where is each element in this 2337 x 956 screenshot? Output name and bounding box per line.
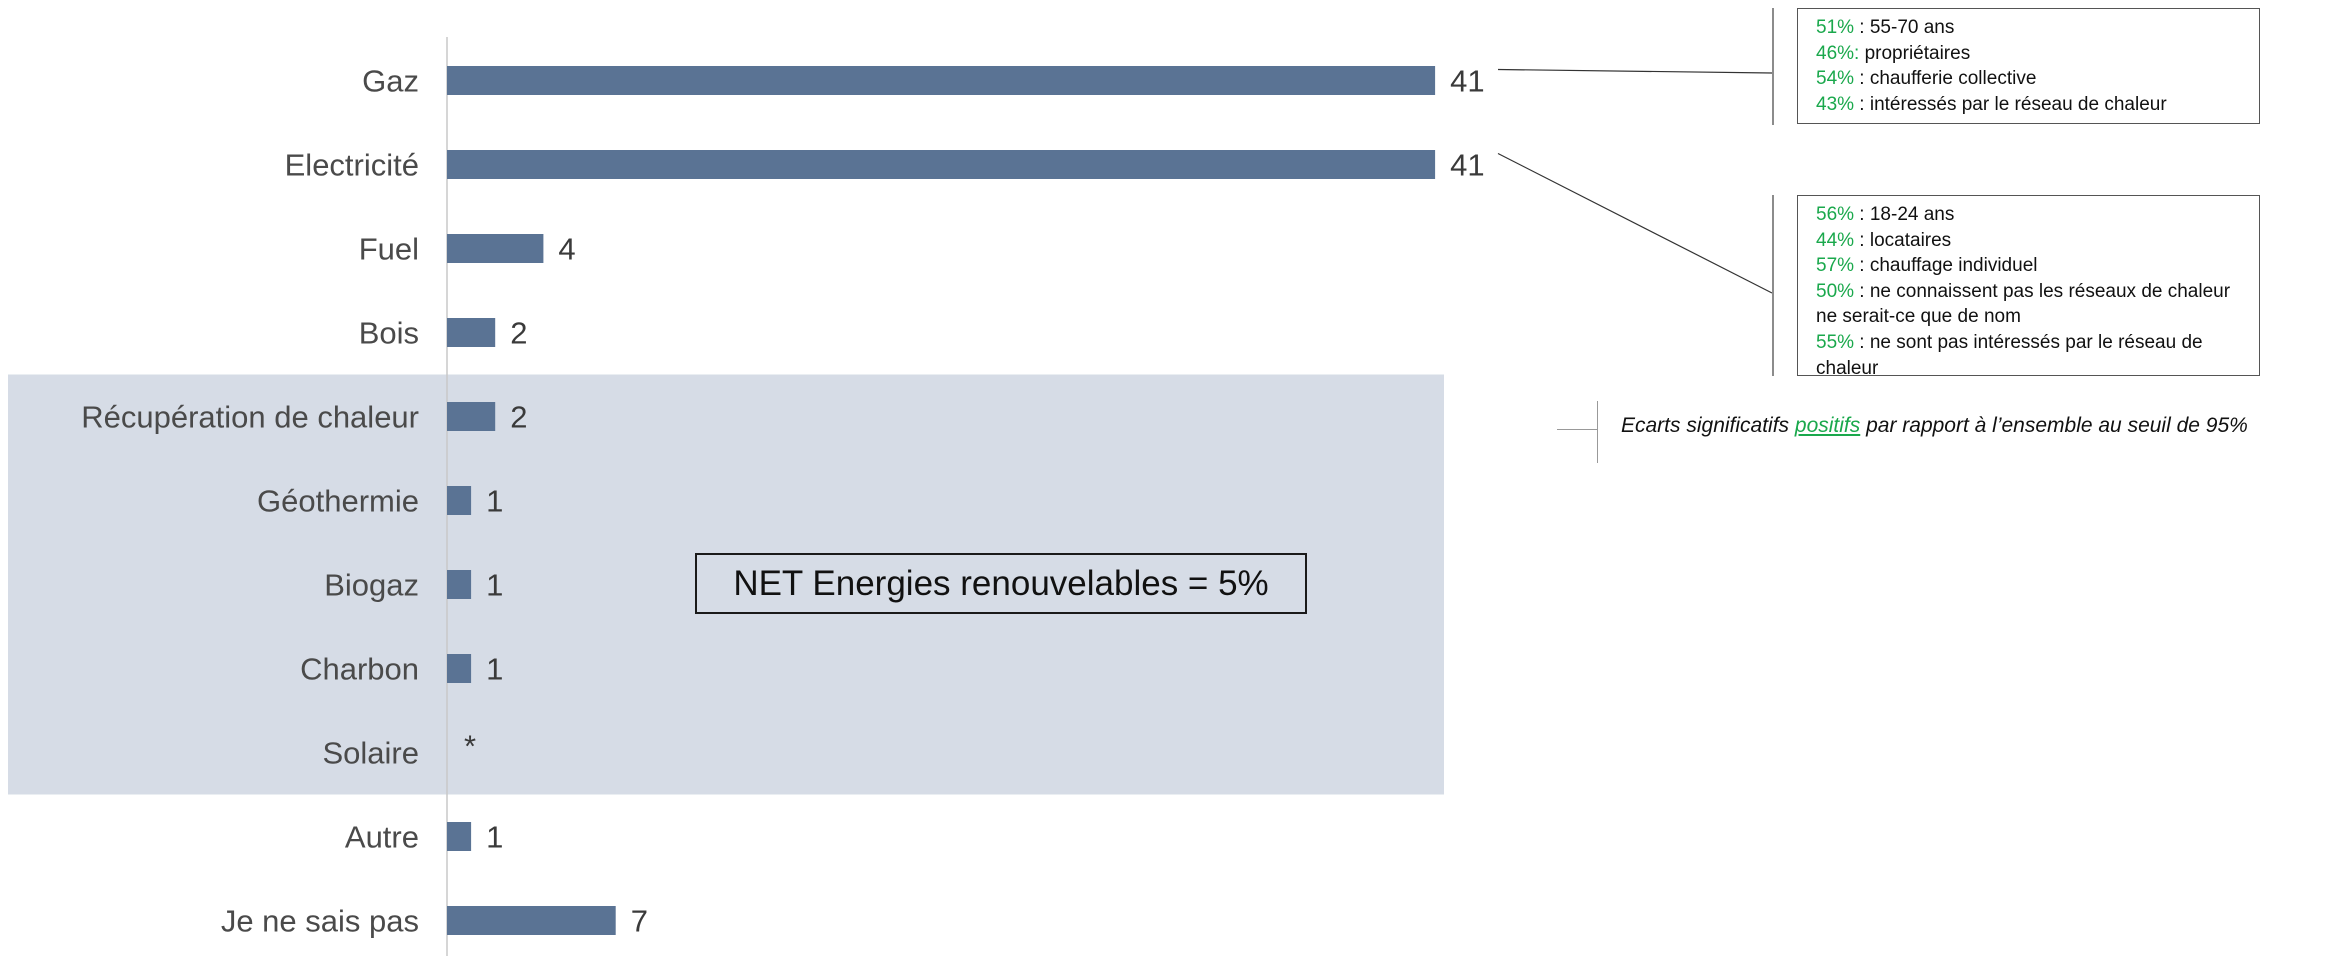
callout-line: 54% : chaufferie collective — [1816, 66, 2243, 92]
value-label: 7 — [631, 904, 648, 939]
bar — [447, 486, 472, 515]
value-label: 41 — [1450, 148, 1484, 183]
value-label: 1 — [486, 652, 503, 687]
category-label: Je ne sais pas — [221, 904, 419, 939]
category-label: Solaire — [323, 736, 420, 771]
value-label: 1 — [486, 820, 503, 855]
callout-electricite: 56% : 18-24 ans 44% : locataires 57% : cha… — [1797, 195, 2260, 379]
legend-text-before: Ecarts significatifs — [1621, 414, 1795, 437]
value-label: 4 — [558, 232, 575, 267]
callout-percent: 54% — [1816, 68, 1855, 90]
callout-connector — [1497, 68, 1773, 74]
category-label: Géothermie — [257, 484, 419, 519]
category-label: Bois — [359, 316, 419, 351]
bar — [447, 654, 472, 683]
callout-text: : ne sont pas intéressés par le réseau d… — [1816, 331, 2203, 379]
callout-percent: 43% — [1816, 93, 1855, 115]
legend-tick — [1597, 401, 1598, 463]
category-label: Fuel — [359, 232, 419, 267]
legend-text-after: par rapport à l’ensemble au seuil de 95% — [1860, 414, 2248, 437]
bar — [447, 150, 1436, 179]
renewables-highlight-band — [8, 374, 1444, 795]
callout-text: : chauffage individuel — [1854, 255, 2038, 277]
callout-line: 56% : 18-24 ans — [1816, 202, 2243, 228]
net-renewables-box: NET Energies renouvelables = 5% — [695, 553, 1307, 614]
value-label: 2 — [510, 316, 527, 351]
callout-bracket — [1772, 8, 1774, 125]
callout-text: propriétaires — [1859, 42, 1971, 64]
callout-percent: 46%: — [1816, 42, 1860, 64]
value-label: 2 — [510, 400, 527, 435]
callout-percent: 55% — [1816, 331, 1855, 353]
callout-line: 46%: propriétaires — [1816, 41, 2243, 67]
callout-percent: 50% — [1816, 280, 1855, 302]
callout-percent: 56% — [1816, 204, 1855, 225]
category-label: Gaz — [362, 64, 419, 99]
legend-tick — [1557, 429, 1597, 430]
callout-text: : locataires — [1854, 229, 1952, 251]
callout-percent: 51% — [1816, 17, 1855, 38]
bar — [447, 318, 496, 347]
value-label: * — [464, 729, 476, 764]
callout-gaz: 51% : 55-70 ans 46%: propriétaires 54% : c… — [1797, 8, 2260, 124]
callout-percent: 44% — [1816, 229, 1855, 251]
legend-text-positive: positifs — [1794, 414, 1861, 437]
callout-text: : 55-70 ans — [1854, 17, 1955, 38]
category-label: Récupération de chaleur — [81, 400, 419, 435]
callout-bracket — [1772, 195, 1774, 376]
callout-line: 44% : locataires — [1816, 228, 2243, 254]
callout-text: : chaufferie collective — [1854, 68, 2037, 90]
bar — [447, 906, 616, 935]
bar — [447, 570, 472, 599]
bar — [447, 234, 544, 263]
callout-line: 57% : chauffage individuel — [1816, 253, 2243, 279]
value-label: 1 — [486, 484, 503, 519]
category-label: Biogaz — [324, 568, 419, 603]
category-label: Autre — [345, 820, 419, 855]
callout-percent: 57% — [1816, 255, 1855, 277]
bar — [447, 402, 496, 431]
significance-legend: Ecarts significatifs positifs par rappor… — [1621, 414, 2248, 438]
callout-connector — [1497, 152, 1773, 294]
callout-text: : 18-24 ans — [1854, 204, 1955, 225]
bar — [447, 822, 472, 851]
category-label: Charbon — [300, 652, 419, 687]
callout-line: 50% : ne connaissent pas les réseaux de … — [1816, 279, 2243, 330]
value-label: 41 — [1450, 64, 1484, 99]
value-label: 1 — [486, 568, 503, 603]
callout-line: 55% : ne sont pas intéressés par le rése… — [1816, 330, 2243, 381]
callout-line: 43% : intéressés par le réseau de chaleu… — [1816, 92, 2243, 118]
callout-line: 51% : 55-70 ans — [1816, 15, 2243, 41]
callout-text: : intéressés par le réseau de chaleur — [1854, 93, 2167, 115]
callout-text: : ne connaissent pas les réseaux de chal… — [1816, 280, 2231, 328]
category-label: Electricité — [285, 148, 419, 183]
bar — [447, 66, 1436, 95]
